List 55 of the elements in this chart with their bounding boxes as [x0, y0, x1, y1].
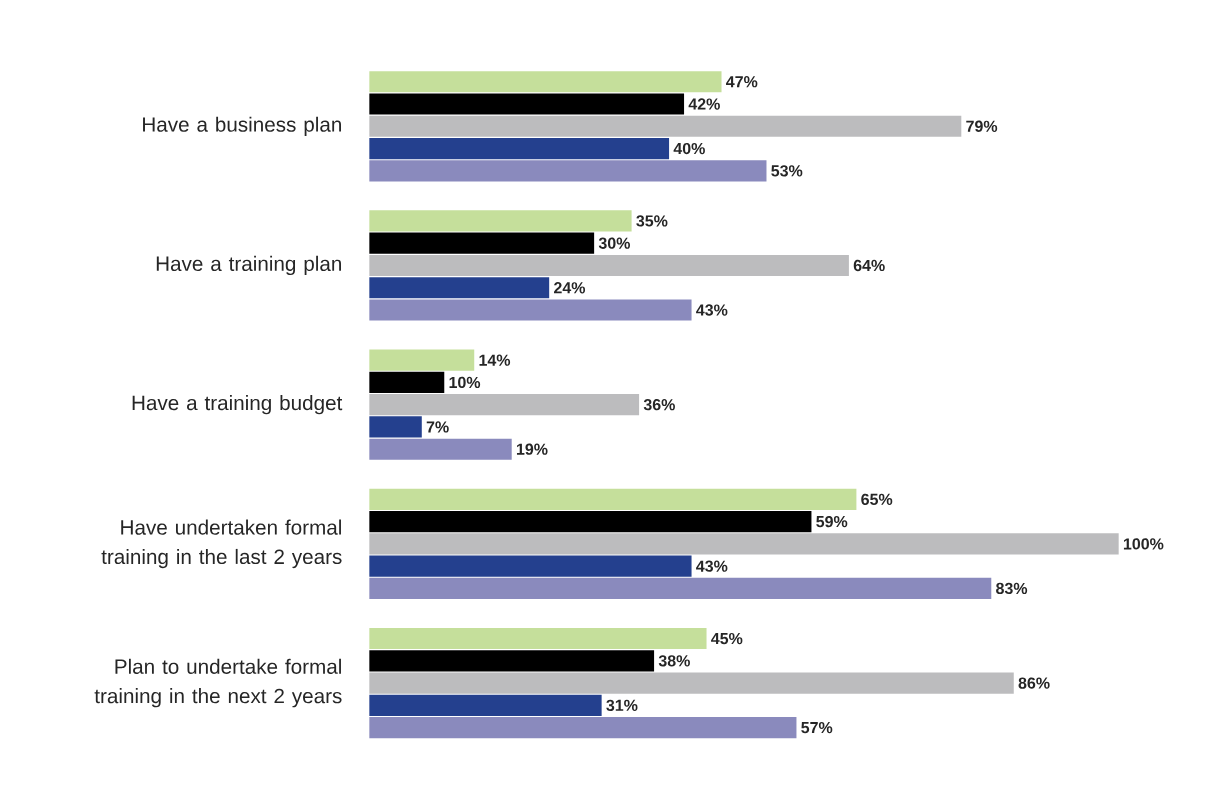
bar [369, 160, 767, 182]
bar [369, 254, 849, 277]
data-label: 47% [726, 76, 758, 88]
bar [369, 277, 550, 299]
bar [369, 650, 655, 672]
bar [369, 511, 812, 533]
bar [369, 232, 595, 254]
data-label: 64% [853, 259, 885, 272]
bar [369, 137, 670, 160]
data-label: 83% [996, 582, 1028, 595]
data-label: 36% [643, 399, 675, 411]
data-label: 40% [673, 142, 705, 155]
bar [369, 438, 512, 460]
bar [369, 371, 445, 393]
data-label: 53% [771, 165, 803, 177]
data-label: 35% [636, 215, 668, 227]
data-label: 24% [554, 282, 586, 294]
bar [369, 115, 962, 137]
data-label: 79% [966, 120, 998, 132]
data-label: 10% [449, 376, 481, 389]
bar [369, 93, 685, 115]
data-label: 31% [606, 699, 638, 712]
y-tick-label: Have a training budget [132, 395, 343, 415]
data-label: 43% [696, 304, 728, 316]
y-tick-label: Have a training plan [156, 255, 341, 276]
bar [369, 71, 722, 93]
bar [369, 694, 602, 716]
y-tick-label: Plan to undertake formal training in the next 2 years [94, 658, 342, 708]
data-label: 45% [711, 632, 743, 645]
bar [369, 394, 640, 416]
bar [369, 488, 857, 510]
data-label: 65% [861, 493, 893, 505]
bar [369, 533, 1119, 555]
bar [369, 349, 475, 371]
data-label: 38% [658, 655, 690, 667]
data-label: 7% [426, 421, 449, 433]
bar [369, 416, 422, 438]
data-label: 100% [1123, 538, 1164, 550]
bar [369, 577, 992, 599]
bar [369, 210, 632, 232]
data-label: 86% [1018, 677, 1050, 689]
bar [369, 717, 797, 739]
data-label: 57% [801, 721, 833, 734]
y-tick-label: Have a business plan [143, 116, 341, 136]
y-tick-label: Have undertaken formal training in the last 2 years [101, 519, 342, 569]
data-label: 42% [688, 98, 720, 110]
data-label: 30% [598, 237, 630, 249]
data-label: 43% [696, 560, 728, 572]
data-label: 59% [816, 515, 848, 528]
bar [369, 672, 1014, 694]
data-label: 19% [516, 443, 548, 455]
bar [369, 555, 692, 577]
bar [369, 299, 692, 321]
bar [369, 627, 707, 650]
data-label: 14% [479, 354, 511, 366]
